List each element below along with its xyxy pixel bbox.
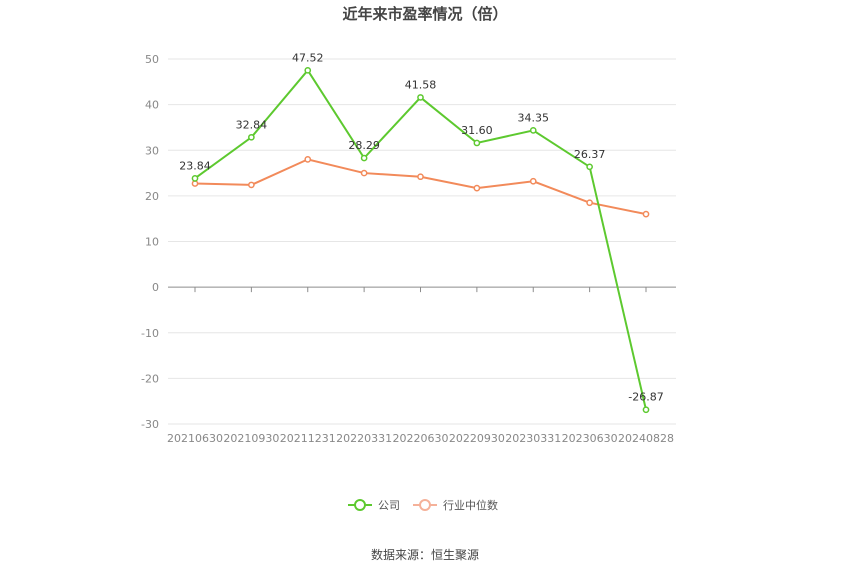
data-point — [248, 181, 255, 189]
x-tick-label: 20220331 — [336, 432, 392, 445]
data-label: -26.87 — [628, 391, 663, 404]
legend-label: 行业中位数 — [443, 498, 498, 512]
source-note: 数据来源：恒生聚源 — [371, 547, 479, 562]
y-tick-label: 20 — [145, 190, 159, 203]
y-tick-label: 30 — [145, 144, 159, 157]
series-line-1 — [194, 158, 647, 216]
data-point — [586, 163, 593, 171]
x-tick-label: 20211231 — [280, 432, 336, 445]
data-label: 31.60 — [461, 124, 493, 137]
legend-label: 公司 — [378, 499, 400, 512]
x-axis: 20210630 20210930 20211231 20220331 20220630… — [167, 286, 676, 445]
data-point — [473, 139, 481, 147]
data-point — [586, 199, 593, 207]
x-tick-label: 20230630 — [562, 432, 618, 445]
y-tick-label: -30 — [141, 418, 159, 431]
data-labels: 23.84 32.84 47.52 28.29 41.58 31.60 34.35 26.37… — [179, 51, 663, 403]
series-layer — [191, 66, 650, 414]
data-point — [473, 184, 481, 192]
y-tick-label: 40 — [145, 99, 159, 112]
legend: 公司 行业中位数 — [348, 498, 498, 512]
y-tick-label: -10 — [141, 327, 159, 340]
x-tick-label: 20210930 — [223, 432, 279, 445]
y-tick-label: 0 — [152, 281, 159, 294]
data-label: 34.35 — [518, 111, 550, 124]
data-point — [529, 177, 537, 185]
data-point — [529, 127, 537, 134]
data-point — [248, 133, 255, 141]
data-point — [304, 156, 312, 163]
legend-marker — [354, 499, 366, 511]
data-point — [360, 169, 368, 177]
x-tick-label: 20220630 — [393, 432, 449, 445]
data-label: 23.84 — [179, 159, 211, 172]
data-point — [642, 210, 650, 218]
data-point — [417, 173, 424, 181]
data-label: 28.29 — [348, 139, 380, 152]
grid-lines — [168, 58, 676, 425]
y-axis: 50 40 30 20 10 0 -10 -20 -30 — [141, 53, 159, 431]
data-point — [191, 175, 199, 182]
data-label: 26.37 — [574, 148, 606, 161]
data-label: 41.58 — [405, 78, 437, 91]
y-tick-label: 50 — [145, 53, 159, 66]
y-tick-label: -20 — [141, 372, 159, 385]
data-point — [642, 406, 650, 414]
legend-marker — [419, 499, 431, 511]
x-tick-label: 20210630 — [167, 432, 223, 445]
data-point — [191, 180, 199, 187]
chart-title: 近年来市盈率情况（倍） — [342, 5, 507, 23]
data-label: 47.52 — [292, 51, 324, 64]
x-tick-label: 20230331 — [505, 432, 561, 445]
x-tick-label: 20240828 — [618, 432, 674, 445]
data-point — [360, 154, 368, 162]
data-point — [304, 66, 312, 74]
x-tick-label: 20220930 — [449, 432, 505, 445]
y-tick-label: 10 — [145, 236, 159, 249]
data-label: 32.84 — [236, 118, 268, 131]
data-point — [417, 94, 424, 101]
